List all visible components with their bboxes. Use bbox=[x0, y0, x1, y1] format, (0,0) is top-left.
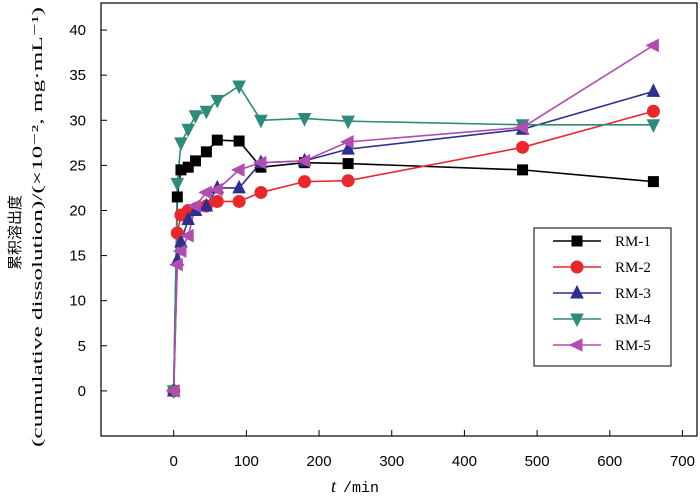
data-point-rm-4 bbox=[199, 105, 214, 120]
data-point-rm-5 bbox=[514, 120, 529, 135]
data-point-rm-2 bbox=[341, 174, 355, 188]
data-point-rm-5 bbox=[187, 199, 201, 213]
data-point-rm-2 bbox=[516, 140, 530, 154]
data-point-rm-5 bbox=[296, 154, 311, 168]
data-point-rm-4 bbox=[646, 119, 661, 133]
data-point-rm-1 bbox=[200, 146, 212, 158]
legend-marker-rm-1 bbox=[571, 235, 583, 247]
data-point-rm-5 bbox=[645, 38, 659, 53]
y-tick-label: 5 bbox=[78, 338, 86, 355]
data-point-rm-3 bbox=[199, 197, 214, 212]
data-point-rm-3 bbox=[646, 83, 661, 97]
data-point-rm-5 bbox=[230, 163, 245, 177]
x-tick-label: 700 bbox=[670, 453, 695, 470]
y-axis-title-en: (cumulative dissolution)/(×10⁻², mg·mL⁻¹… bbox=[30, 7, 46, 447]
plot-frame bbox=[100, 2, 698, 437]
data-point-rm-1 bbox=[171, 191, 183, 203]
x-tick-label: 500 bbox=[525, 453, 550, 470]
data-point-rm-5 bbox=[252, 155, 267, 170]
legend-marker-rm-5 bbox=[568, 338, 583, 352]
legend-marker-rm-4 bbox=[570, 313, 584, 328]
data-point-rm-4 bbox=[341, 115, 355, 130]
data-point-rm-5 bbox=[180, 228, 194, 243]
y-tick-label: 35 bbox=[69, 67, 86, 84]
data-point-rm-4 bbox=[254, 114, 268, 129]
data-point-rm-4 bbox=[188, 110, 203, 124]
data-point-rm-1 bbox=[647, 176, 659, 188]
y-axis-title-cn: 累积溶出度 bbox=[7, 195, 24, 270]
data-point-rm-1 bbox=[233, 135, 245, 147]
legend-label-rm-4: RM-4 bbox=[615, 312, 651, 328]
x-tick-label: 0 bbox=[170, 453, 178, 470]
y-tick-label: 15 bbox=[69, 248, 86, 265]
data-point-rm-1 bbox=[517, 164, 529, 176]
y-tick-label: 10 bbox=[69, 293, 86, 310]
y-tick-label: 20 bbox=[69, 202, 86, 219]
x-tick-label: 400 bbox=[452, 453, 477, 470]
data-point-rm-2 bbox=[646, 104, 660, 118]
data-point-rm-2 bbox=[298, 175, 312, 189]
data-point-rm-3 bbox=[341, 141, 355, 155]
data-point-rm-4 bbox=[170, 177, 185, 192]
x-tick-label: 100 bbox=[234, 453, 259, 470]
legend-box bbox=[533, 227, 672, 367]
legend-label-rm-2: RM-2 bbox=[615, 260, 651, 276]
data-point-rm-5 bbox=[209, 182, 223, 197]
legend-marker-rm-3 bbox=[570, 284, 584, 299]
y-tick-label: 40 bbox=[69, 22, 86, 39]
data-point-rm-2 bbox=[210, 194, 224, 208]
data-point-rm-3 bbox=[232, 179, 246, 194]
data-point-rm-5 bbox=[198, 185, 212, 200]
x-tick-label: 200 bbox=[307, 453, 332, 470]
data-point-rm-5 bbox=[172, 244, 187, 258]
data-point-rm-5 bbox=[340, 135, 354, 149]
data-point-rm-1 bbox=[182, 161, 194, 173]
data-point-rm-4 bbox=[210, 94, 225, 109]
data-point-rm-4 bbox=[232, 80, 246, 95]
data-point-rm-1 bbox=[189, 155, 201, 167]
legend-label-rm-3: RM-3 bbox=[615, 286, 651, 302]
legend: RM-1 RM-2 RM-3 RM-4 RM-5 bbox=[533, 227, 672, 367]
legend-marker-rm-2 bbox=[570, 260, 584, 274]
data-point-rm-1 bbox=[342, 158, 354, 170]
data-point-rm-5 bbox=[169, 257, 183, 272]
legend-label-rm-5: RM-5 bbox=[615, 338, 651, 354]
x-axis-title-unit: /min bbox=[343, 480, 379, 497]
data-point-rm-2 bbox=[254, 185, 268, 199]
data-point-rm-3 bbox=[181, 211, 196, 225]
data-point-rm-2 bbox=[232, 194, 246, 208]
y-tick-label: 0 bbox=[78, 383, 86, 400]
data-point-rm-4 bbox=[174, 137, 188, 151]
data-point-rm-5 bbox=[165, 384, 180, 398]
x-axis-title-variable: t bbox=[331, 476, 337, 496]
data-point-rm-4 bbox=[181, 123, 196, 138]
legend-label-rm-1: RM-1 bbox=[615, 234, 651, 250]
data-point-rm-4 bbox=[297, 112, 312, 127]
x-tick-label: 600 bbox=[597, 453, 622, 470]
x-axis-title: t /min bbox=[331, 476, 379, 497]
data-point-rm-1 bbox=[211, 134, 223, 146]
y-tick-label: 30 bbox=[69, 112, 86, 129]
y-tick-label: 25 bbox=[69, 157, 86, 174]
x-tick-label: 300 bbox=[379, 453, 404, 470]
